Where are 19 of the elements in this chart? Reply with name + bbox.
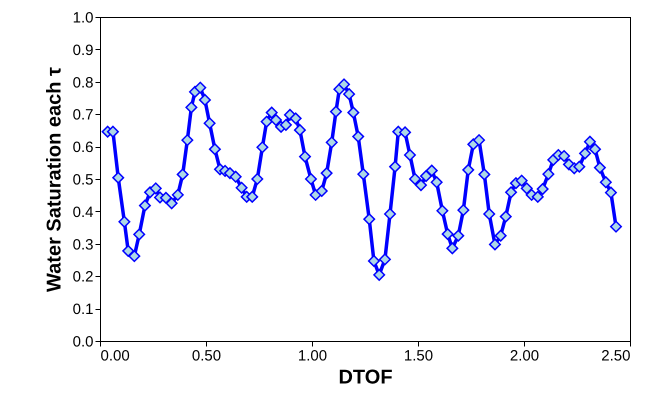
x-axis-title: DTOF — [338, 366, 393, 388]
y-tick-label: 0.4 — [72, 204, 94, 221]
x-tick-label: 0.50 — [192, 348, 222, 364]
y-tick-label: 0.9 — [72, 42, 94, 59]
y-tick-label: 1.0 — [72, 10, 94, 26]
y-tick-label: 0.7 — [72, 106, 94, 124]
y-tick-label: 0.0 — [72, 334, 94, 350]
x-tick-label: 2.00 — [510, 348, 540, 364]
x-tick-label: 2.50 — [601, 348, 630, 364]
y-tick-label: 0.2 — [72, 268, 94, 286]
y-tick-label: 0.6 — [72, 139, 94, 156]
y-tick-label: 0.3 — [72, 236, 94, 254]
x-tick-label: 1.50 — [404, 348, 434, 364]
y-tick-label: 0.1 — [72, 301, 94, 318]
x-tick-label: 0.00 — [100, 348, 130, 364]
y-axis-title: Water Saturation each τ — [44, 66, 66, 292]
y-tick-label: 0.5 — [72, 172, 94, 188]
x-tick-label: 1.00 — [298, 348, 328, 364]
y-tick-label: 0.8 — [72, 74, 94, 92]
